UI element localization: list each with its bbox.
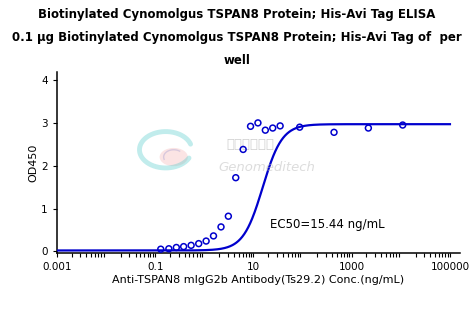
Point xyxy=(187,243,195,248)
Y-axis label: OD450: OD450 xyxy=(28,143,38,182)
Point xyxy=(232,175,239,180)
Text: EC50=15.44 ng/mL: EC50=15.44 ng/mL xyxy=(270,218,385,231)
Point xyxy=(217,225,225,230)
Point xyxy=(165,246,173,251)
Point xyxy=(225,214,232,219)
Point xyxy=(365,126,372,131)
Text: Genomeditech: Genomeditech xyxy=(218,161,315,174)
Text: well: well xyxy=(224,54,250,67)
Point xyxy=(254,120,262,125)
Point xyxy=(157,247,164,252)
Point xyxy=(296,125,303,130)
Point xyxy=(330,130,338,135)
Text: 吉派生物科技: 吉派生物科技 xyxy=(226,138,274,151)
Point xyxy=(202,239,210,244)
Point xyxy=(262,128,269,133)
Text: 0.1 μg Biotinylated Cynomolgus TSPAN8 Protein; His-Avi Tag of  per: 0.1 μg Biotinylated Cynomolgus TSPAN8 Pr… xyxy=(12,31,462,44)
X-axis label: Anti-TSPAN8 mIgG2b Antibody(Ts29.2) Conc.(ng/mL): Anti-TSPAN8 mIgG2b Antibody(Ts29.2) Conc… xyxy=(112,275,404,285)
Point xyxy=(173,245,180,250)
Ellipse shape xyxy=(160,148,188,166)
Point xyxy=(399,123,407,128)
Text: Biotinylated Cynomolgus TSPAN8 Protein; His-Avi Tag ELISA: Biotinylated Cynomolgus TSPAN8 Protein; … xyxy=(38,8,436,21)
Point xyxy=(195,241,202,246)
Point xyxy=(269,126,276,131)
Point xyxy=(276,123,284,128)
Point xyxy=(247,124,255,129)
Point xyxy=(210,234,217,239)
Point xyxy=(239,147,247,152)
Point xyxy=(180,244,187,249)
